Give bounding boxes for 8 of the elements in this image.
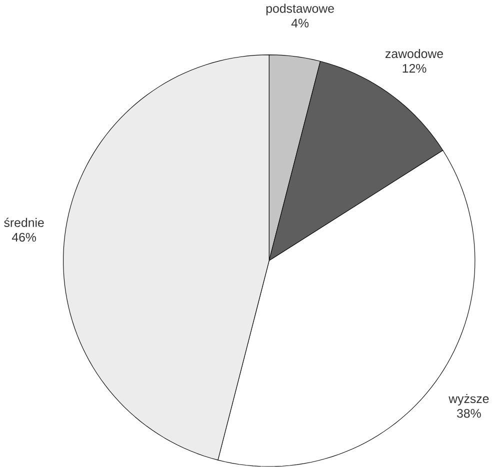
slice-label: średnie — [4, 218, 44, 228]
data-label: 4% — [291, 18, 309, 28]
slice-label: zawodowe — [386, 49, 444, 58]
slice-label: wyższe — [448, 394, 489, 406]
data-label: 46% — [12, 232, 36, 242]
data-label: 38% — [457, 409, 481, 418]
slice-label: podstawowe — [266, 4, 334, 16]
data-label: 12% — [402, 64, 426, 73]
